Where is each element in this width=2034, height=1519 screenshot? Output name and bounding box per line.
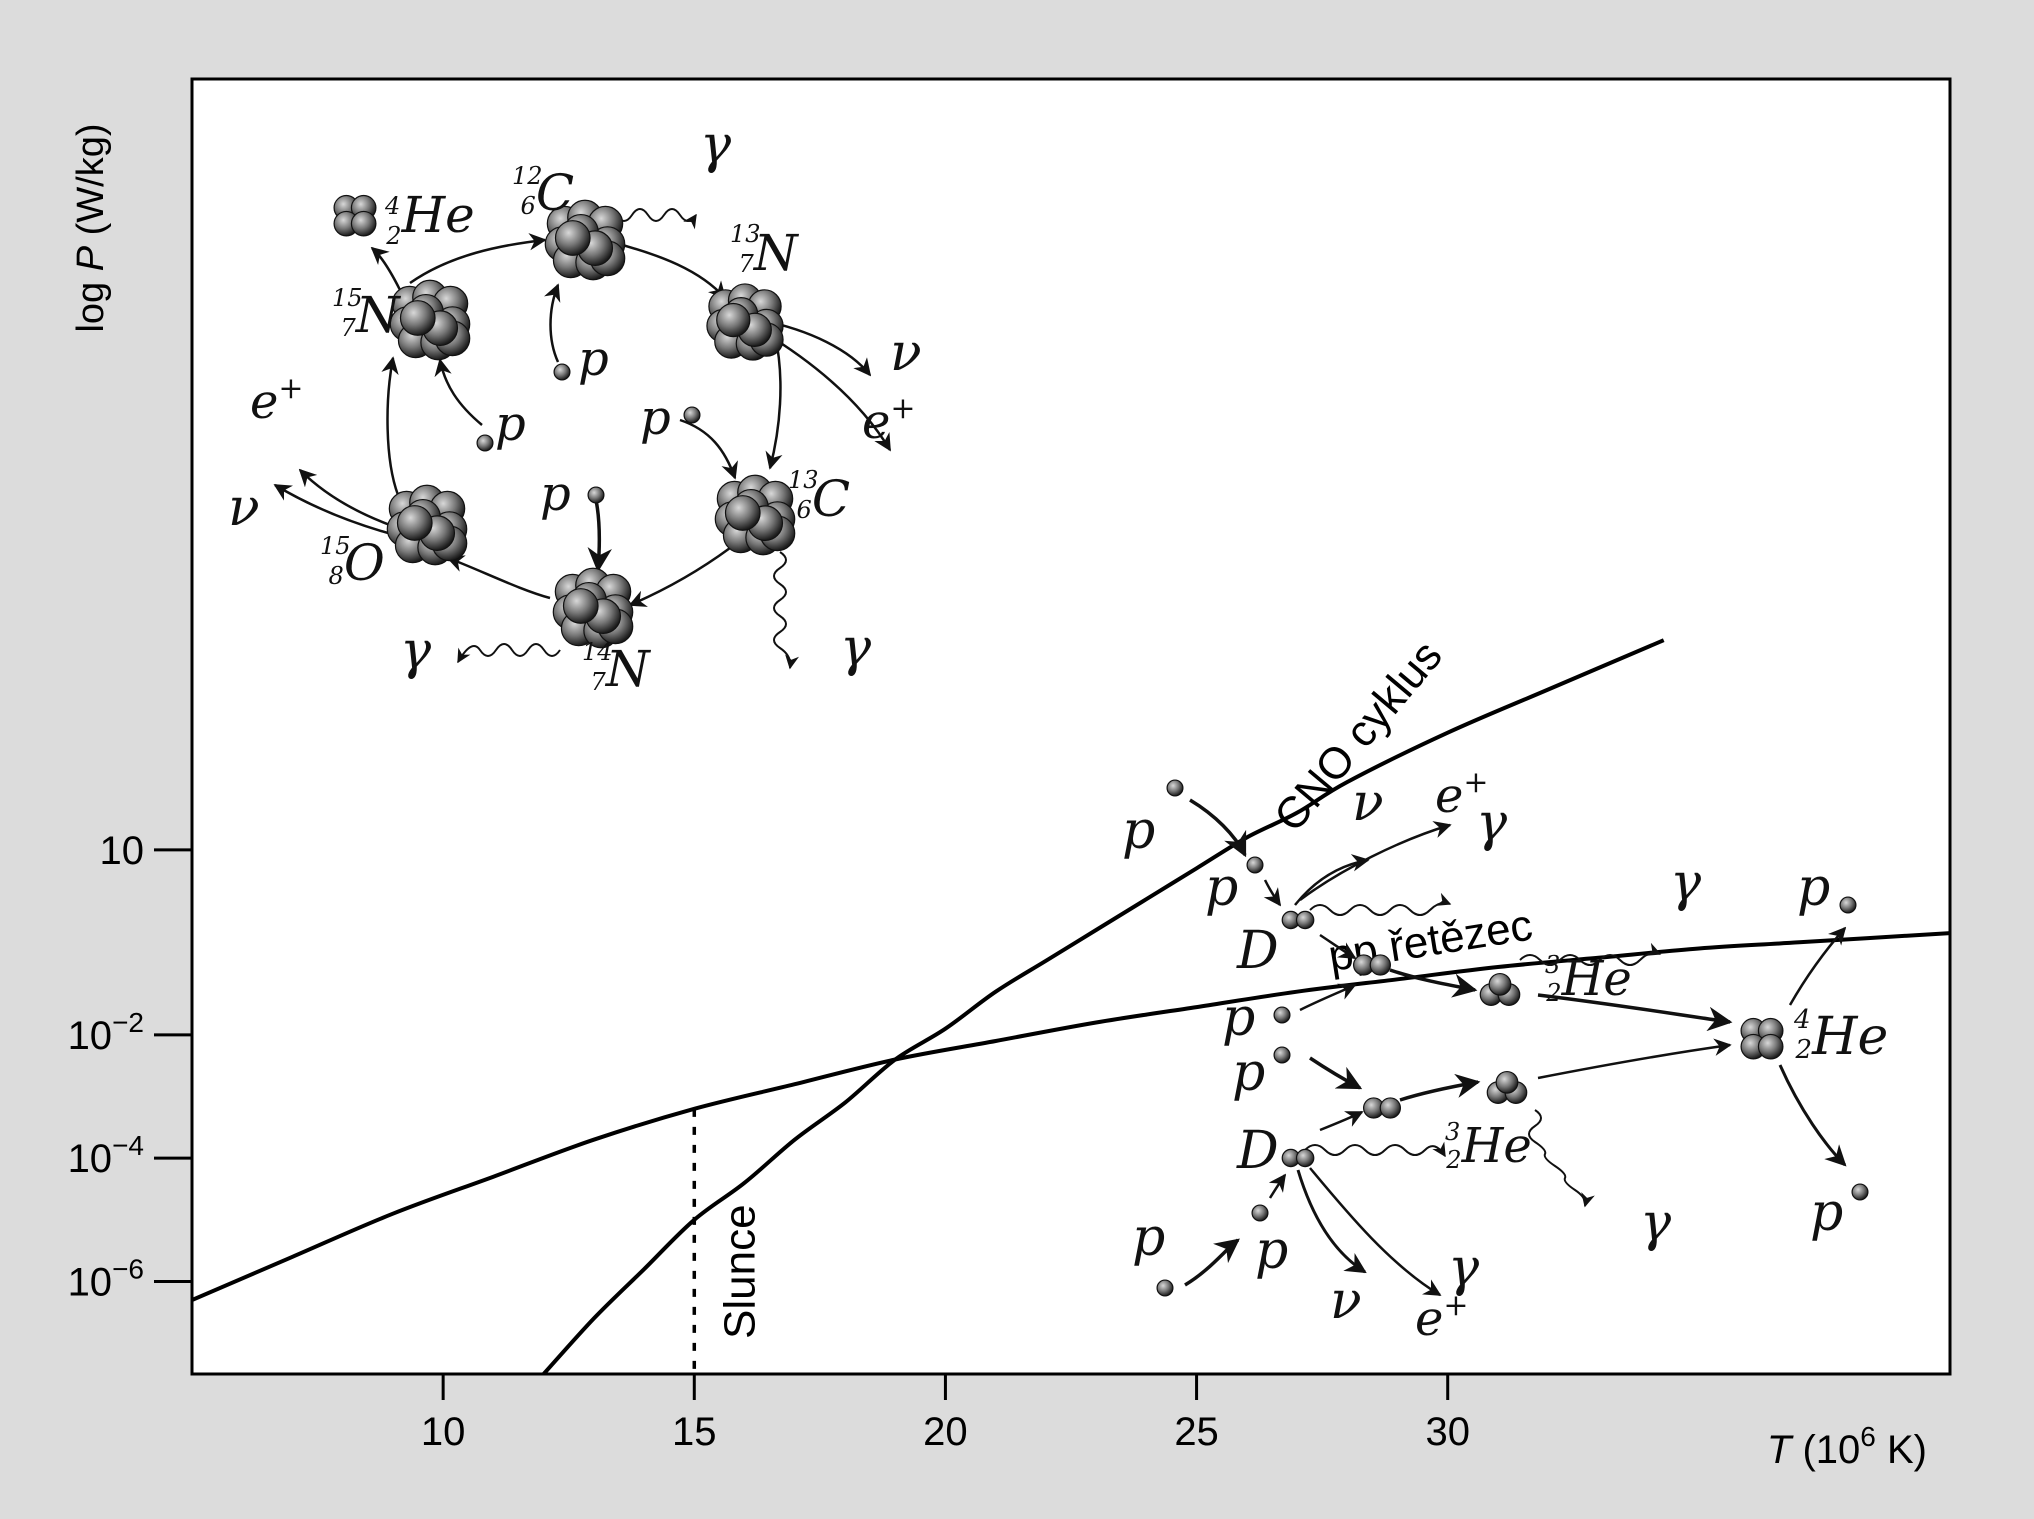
- cno-proton-label-2: p: [495, 396, 526, 452]
- o15-nucleus: [386, 484, 468, 566]
- he3-label-2: 3 2He: [1445, 1118, 1532, 1174]
- deuteron: [1281, 910, 1315, 930]
- pp-proton: [1166, 779, 1184, 797]
- pp-proton-label-8: p: [1810, 1183, 1843, 1243]
- y-axis-label: log P (W/kg): [70, 123, 112, 332]
- cno-neutrino-label-2: ν: [228, 478, 260, 538]
- cno-gamma-label-3: γ: [400, 621, 432, 681]
- pp-deuteron-label-2: D: [1236, 1121, 1279, 1181]
- x-tick-label: 25: [1174, 1410, 1219, 1454]
- c12-label: 12 6C: [512, 162, 574, 222]
- pp-proton: [1273, 1046, 1291, 1064]
- n13-label: 13 7N: [730, 220, 800, 282]
- x-tick-label: 15: [672, 1410, 717, 1454]
- axis-labels: log P (W/kg) T (106 K): [70, 123, 1927, 1472]
- he3-label-1: 3 2He: [1545, 951, 1632, 1007]
- pp-gamma-label-2: γ: [1670, 853, 1702, 913]
- pp-proton-label-7: p: [1797, 858, 1830, 918]
- pp-proton: [1273, 1006, 1291, 1024]
- pp-proton: [1839, 896, 1857, 914]
- pp-proton-label-3: p: [1222, 988, 1255, 1048]
- pp-proton-label-1: p: [1122, 801, 1155, 861]
- cno-proton: [587, 486, 605, 504]
- x-tick-label: 20: [923, 1410, 968, 1454]
- y-tick-label: 10−2: [68, 1007, 144, 1058]
- y-tick-label: 10: [100, 829, 145, 873]
- axis-ticks: 10 15 20 25 30 10 10−2 10−4 10−6: [68, 829, 1470, 1454]
- cno-proton-label-4: p: [540, 466, 571, 522]
- he4-product-nucleus: [1740, 1017, 1784, 1060]
- deuteron-proton: [1362, 1097, 1402, 1119]
- pp-proton: [1156, 1279, 1174, 1297]
- n14-nucleus: [552, 567, 634, 649]
- he4-product-label: 4 2He: [1793, 1005, 1888, 1067]
- cno-gamma-label-2: γ: [840, 618, 872, 678]
- pp-proton-label-6: p: [1255, 1221, 1288, 1281]
- c13-nucleus: [714, 474, 796, 556]
- deuteron-proton: [1352, 954, 1392, 976]
- pp-chain-diagram: [1184, 798, 1847, 1297]
- pp-proton-label-5: p: [1132, 1208, 1165, 1268]
- cno-proton: [476, 434, 494, 452]
- pp-proton: [1251, 1204, 1269, 1222]
- cno-proton-label-1: p: [578, 331, 609, 387]
- he4-nucleus: [333, 194, 377, 237]
- pp-proton-label-4: p: [1232, 1043, 1265, 1103]
- cno-proton: [553, 363, 571, 381]
- cno-positron-label-2: e+: [250, 371, 304, 430]
- cno-gamma-label-1: γ: [700, 115, 732, 175]
- pp-proton: [1246, 856, 1264, 874]
- x-tick-label: 30: [1425, 1410, 1470, 1454]
- c12-nucleus: [544, 199, 626, 281]
- n15-nucleus: [389, 279, 471, 361]
- pp-nuclei: [1156, 779, 1869, 1297]
- cno-neutrino-label-1: ν: [890, 323, 922, 383]
- he4-label: 4 2He: [384, 186, 475, 250]
- pp-gamma-label-1: γ: [1476, 793, 1508, 853]
- cno-proton: [683, 406, 701, 424]
- plot-area: [190, 77, 1952, 1376]
- y-tick-label: 10−6: [68, 1254, 144, 1305]
- n15-label: 15 7N: [332, 284, 402, 344]
- n13-nucleus: [706, 283, 784, 361]
- pp-proton: [1851, 1183, 1869, 1201]
- cno-nuclei: [333, 194, 796, 649]
- sun-label: Slunce: [715, 1204, 764, 1339]
- n14-label: 14 7N: [582, 638, 652, 698]
- cno-labels: 4 2He 12 6C 13 7N 13 6C 14 7N 15 8O 15 7N p p p…: [228, 115, 922, 698]
- deuteron: [1281, 1148, 1315, 1168]
- pp-neutrino-label-2: ν: [1330, 1271, 1362, 1331]
- he3-nucleus: [1479, 972, 1521, 1006]
- pp-neutrino-label-1: ν: [1352, 773, 1384, 833]
- cno-positron-label-1: e+: [862, 391, 916, 450]
- pp-gamma-label-4: γ: [1448, 1238, 1480, 1298]
- x-axis-label: T (106 K): [1767, 1421, 1927, 1472]
- c13-label: 13 6C: [788, 466, 850, 528]
- x-tick-label: 10: [421, 1410, 466, 1454]
- he3-nucleus: [1486, 1070, 1528, 1104]
- pp-positron-label-1: e+: [1435, 765, 1489, 824]
- y-tick-label: 10−4: [68, 1130, 144, 1181]
- pp-deuteron-label-1: D: [1236, 921, 1279, 981]
- cno-proton-label-3: p: [640, 390, 671, 446]
- pp-gamma-label-3: γ: [1640, 1193, 1672, 1253]
- pp-proton-label-2: p: [1205, 858, 1238, 918]
- series-line-pp: [192, 931, 1950, 1302]
- o15-label: 15 8O: [320, 532, 385, 592]
- pp-positron-label-2: e+: [1415, 1288, 1469, 1347]
